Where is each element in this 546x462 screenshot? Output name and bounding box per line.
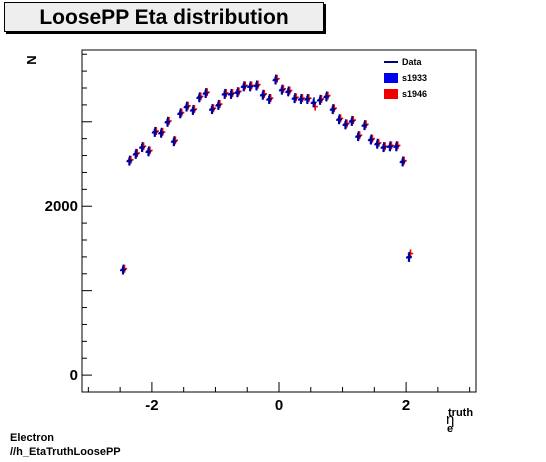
legend-label: s1933 (402, 73, 427, 83)
x-tick-label: 2 (402, 397, 410, 414)
data-point-data (196, 92, 203, 103)
data-point-data (215, 99, 222, 110)
legend-swatch (384, 73, 398, 83)
data-point-data (171, 136, 177, 147)
x-axis-label: η (446, 411, 454, 428)
footer-line2: //h_EtaTruthLoosePP (10, 446, 121, 458)
data-point-data (374, 138, 381, 149)
legend-label: s1946 (402, 89, 427, 99)
data-marks (120, 74, 414, 275)
data-point-data (254, 80, 260, 91)
data-point-data (343, 119, 349, 130)
plot-frame (81, 49, 477, 393)
data-point-data (387, 141, 393, 152)
data-point-data (355, 131, 362, 142)
data-point-data (393, 141, 400, 152)
data-point-data (273, 74, 279, 85)
data-point-data (228, 88, 235, 99)
y-axis-label: N (24, 55, 39, 64)
data-point-data (165, 116, 171, 127)
data-point-data (311, 97, 317, 108)
data-point-data (203, 88, 209, 99)
data-point-data (400, 156, 406, 167)
data-point-data (139, 142, 146, 153)
legend: Data s1933 s1946 (384, 57, 427, 99)
data-point-data (133, 148, 139, 159)
data-point-data (126, 155, 133, 166)
data-point-data (317, 94, 323, 105)
data-point-data (190, 104, 196, 115)
data-point-data (184, 101, 190, 112)
chart-title: LoosePP Eta distribution (39, 6, 289, 29)
footer-line1: Electron (10, 432, 55, 444)
x-tick-label: -2 (145, 397, 158, 414)
data-point-data (381, 142, 387, 153)
data-point-data (323, 91, 330, 102)
data-point-data (120, 264, 126, 275)
data-point-data (241, 81, 247, 92)
data-point-data (146, 146, 152, 157)
data-point-data (260, 89, 266, 100)
x-tick-label: 0 (275, 397, 283, 414)
data-point-data (368, 134, 374, 145)
data-point-data (222, 88, 228, 99)
y-tick-label: 0 (70, 367, 78, 384)
data-point-data (279, 84, 285, 95)
axes: -2 0 2 0 2000 Nηe truth (24, 53, 473, 435)
data-point-data (292, 93, 298, 104)
legend-swatch (384, 89, 398, 99)
data-point-data (298, 93, 304, 104)
data-point-data (285, 86, 292, 97)
x-axis-label-sub: e (447, 423, 453, 435)
data-point-data (406, 251, 412, 262)
data-point-data (362, 120, 368, 131)
x-axis-label-sup: truth (448, 407, 473, 419)
data-point-data (349, 115, 355, 126)
data-point-data (177, 108, 184, 119)
data-point-data (152, 126, 158, 137)
y-tick-label: 2000 (45, 198, 78, 215)
data-point-data (266, 93, 273, 104)
data-point-data (247, 81, 254, 92)
data-point-data (336, 114, 343, 125)
data-point-data (209, 104, 215, 115)
data-point-data (330, 104, 336, 115)
data-point-data (158, 127, 165, 138)
data-point-data (235, 87, 241, 98)
legend-label: Data (402, 57, 423, 67)
title-box: LoosePP Eta distribution (4, 2, 324, 32)
data-point-data (304, 93, 311, 104)
